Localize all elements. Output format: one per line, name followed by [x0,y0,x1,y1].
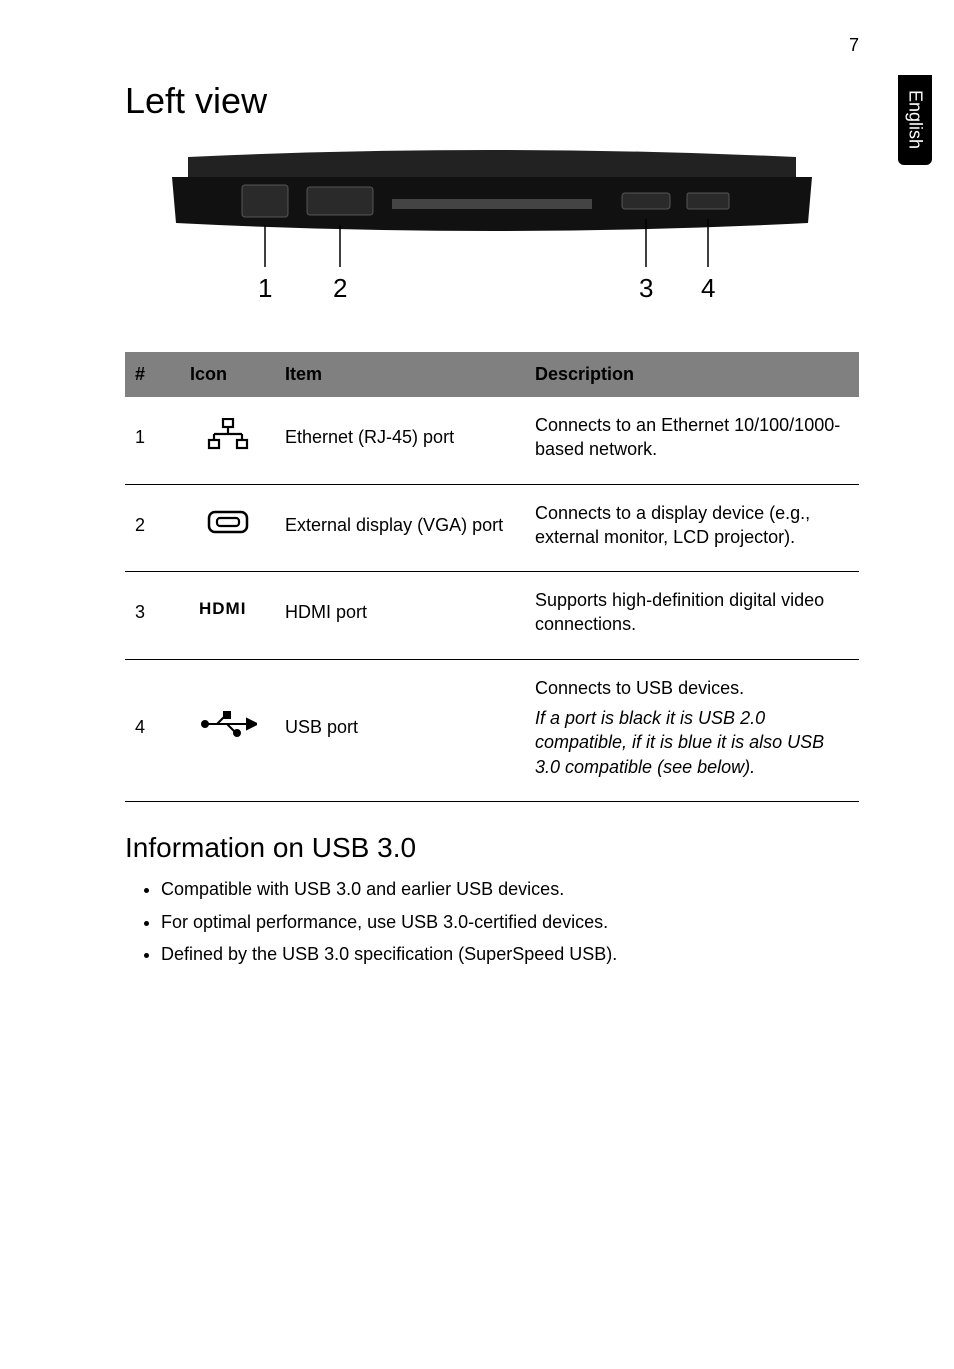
list-item: Defined by the USB 3.0 specification (Su… [161,939,859,970]
callout-1: 1 [258,273,272,303]
callout-4: 4 [701,273,715,303]
table-header-row: # Icon Item Description [125,352,859,397]
row-description: Connects to USB devices. If a port is bl… [525,659,859,801]
table-row: 3 HDMI HDMI port Supports high-definitio… [125,572,859,660]
row-description: Supports high-definition digital video c… [525,572,859,660]
row-num: 4 [125,659,180,801]
header-description: Description [525,352,859,397]
row-num: 2 [125,484,180,572]
language-tab: English [898,75,932,165]
usb-icon [180,659,275,801]
callout-3: 3 [639,273,653,303]
header-item: Item [275,352,525,397]
row-num: 3 [125,572,180,660]
page-number: 7 [849,35,859,56]
desc-main: Connects to a display device (e.g., exte… [535,503,810,547]
page-container: 7 English Left view 1 2 3 [0,0,954,1369]
desc-main: Connects to an Ethernet 10/100/1000-base… [535,415,840,459]
hdmi-icon: HDMI [180,572,275,660]
desc-main: Connects to USB devices. [535,676,849,700]
row-item: External display (VGA) port [275,484,525,572]
vga-icon [180,484,275,572]
left-view-figure: 1 2 3 4 [142,147,842,332]
row-num: 1 [125,397,180,484]
svg-text:HDMI: HDMI [199,599,246,618]
list-item: For optimal performance, use USB 3.0-cer… [161,907,859,938]
row-description: Connects to a display device (e.g., exte… [525,484,859,572]
table-row: 2 External display (VGA) port Connects t… [125,484,859,572]
row-item: USB port [275,659,525,801]
header-icon: Icon [180,352,275,397]
list-item: Compatible with USB 3.0 and earlier USB … [161,874,859,905]
desc-italic: If a port is black it is USB 2.0 compati… [535,706,849,779]
section-title: Left view [125,80,859,122]
desc-main: Supports high-definition digital video c… [535,590,824,634]
row-description: Connects to an Ethernet 10/100/1000-base… [525,397,859,484]
row-item: Ethernet (RJ-45) port [275,397,525,484]
row-item: HDMI port [275,572,525,660]
header-num: # [125,352,180,397]
subsection-title: Information on USB 3.0 [125,832,859,864]
table-row: 1 Ethernet (RJ-45) po [125,397,859,484]
ports-table: # Icon Item Description 1 [125,352,859,802]
ethernet-icon [180,397,275,484]
usb-info-list: Compatible with USB 3.0 and earlier USB … [125,874,859,970]
callout-2: 2 [333,273,347,303]
table-row: 4 USB port [125,659,859,801]
